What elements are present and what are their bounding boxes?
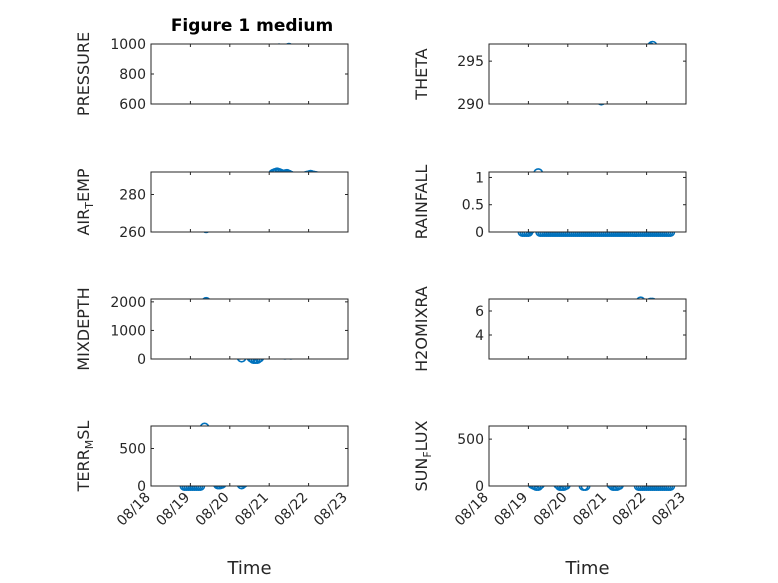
subplot-air_temp: 260 280 AIRTEMP [74, 167, 349, 241]
y-tick-label: 290 [457, 97, 484, 113]
subplot-pressure: 600 800 1000 PRESSURE [74, 32, 349, 116]
subplot-mixdepth: 0 1000 2000 MIXDEPTH [74, 287, 349, 371]
y-tick-label: 260 [119, 225, 146, 241]
y-axis-label: PRESSURE [74, 32, 93, 116]
axes-box [150, 171, 349, 233]
axes-box [150, 43, 349, 105]
subplot-rainfall: 0 0.5 1 RAINFALL [412, 165, 687, 241]
axes-box [488, 298, 687, 360]
y-axis-label: SUNFLUX [412, 420, 434, 491]
y-axis-label: THETA [412, 48, 431, 100]
y-tick-label: 1000 [110, 323, 146, 339]
axes-box [150, 425, 349, 487]
axes-box [488, 171, 687, 233]
y-tick-label: 0.5 [462, 198, 484, 214]
y-tick-label: 4 [475, 328, 484, 344]
y-tick-label: 0 [475, 225, 484, 241]
subplot-theta: 290 295 THETA [412, 40, 687, 113]
axes-box [488, 43, 687, 105]
axes-box [488, 425, 687, 487]
y-tick-label: 0 [475, 479, 484, 495]
x-axis-label: Time [226, 558, 271, 579]
x-axis-label: Time [564, 558, 609, 579]
y-axis-label: TERRMSL [74, 421, 96, 493]
axes-box [150, 298, 349, 360]
y-axis-label: RAINFALL [412, 165, 431, 240]
y-tick-label: 280 [119, 188, 146, 204]
y-tick-label: 2000 [110, 295, 146, 311]
y-tick-label: 6 [475, 304, 484, 320]
subplot-h2omixra: 4 6 H2OMIXRA [412, 286, 687, 372]
y-axis-label: MIXDEPTH [74, 287, 93, 370]
y-tick-label: 0 [137, 479, 146, 495]
y-tick-label: 0 [137, 352, 146, 368]
y-tick-label: 600 [119, 97, 146, 113]
y-tick-label: 295 [457, 54, 484, 70]
y-tick-label: 500 [119, 442, 146, 458]
y-axis-label: AIRTEMP [74, 168, 96, 235]
y-axis-label: H2OMIXRA [412, 286, 431, 372]
y-tick-label: 1 [475, 170, 484, 186]
figure-title: Figure 1 medium [171, 16, 333, 36]
y-tick-label: 500 [457, 432, 484, 448]
y-tick-label: 1000 [110, 37, 146, 53]
y-tick-label: 800 [119, 67, 146, 83]
